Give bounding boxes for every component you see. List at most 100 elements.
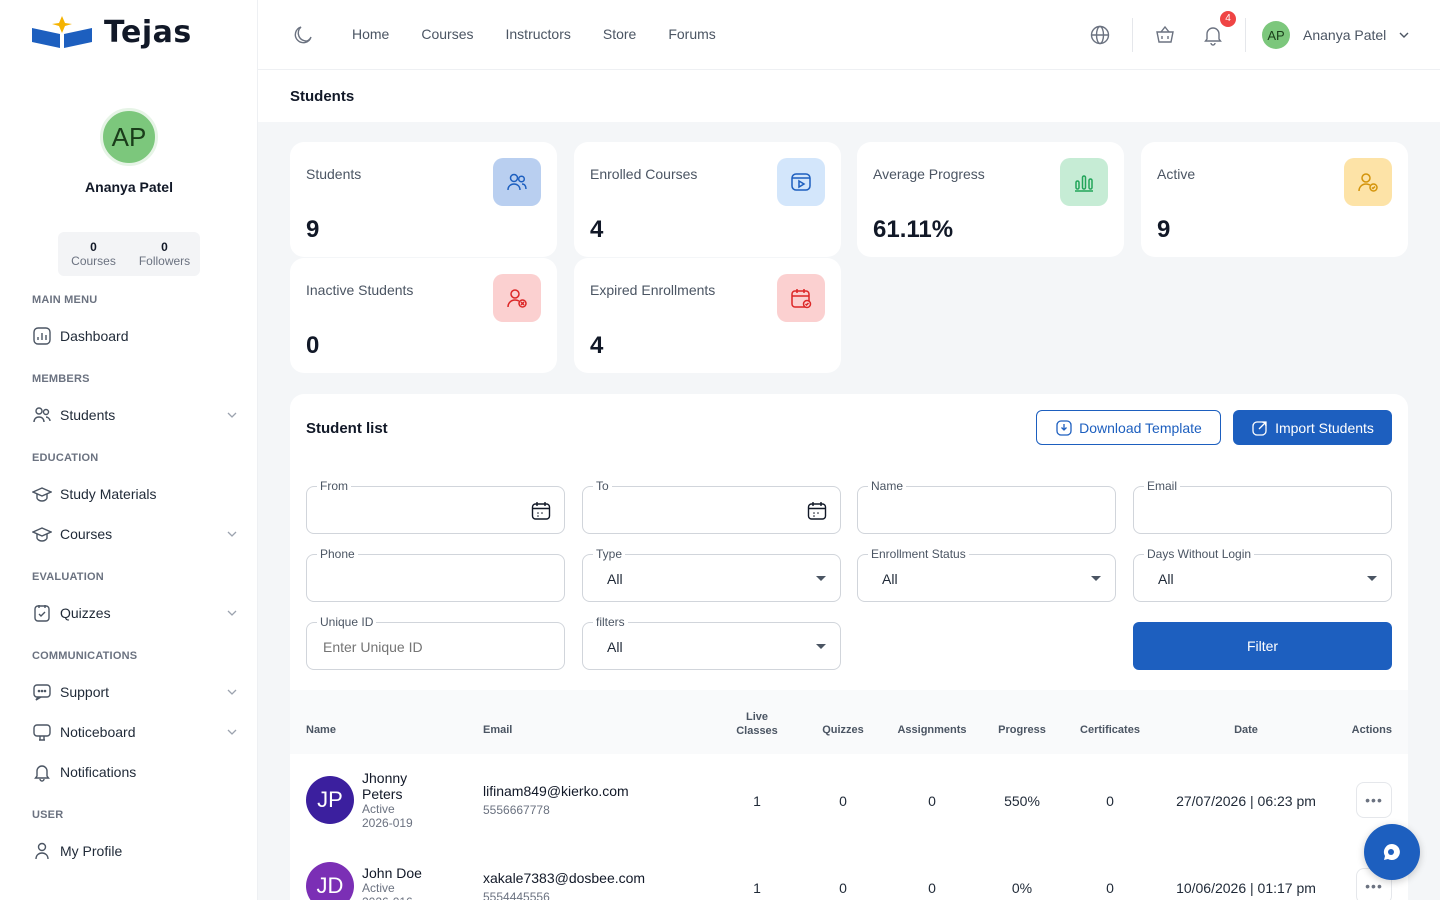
unique-id-input[interactable] xyxy=(323,639,543,655)
dashboard-icon xyxy=(32,326,52,346)
phone-label: Phone xyxy=(317,547,358,561)
chat-support-button[interactable] xyxy=(1364,824,1420,880)
sidebar-item-quizzes[interactable]: Quizzes xyxy=(32,601,238,625)
chevron-down-icon[interactable] xyxy=(1397,28,1411,42)
sidebar-item-label: Support xyxy=(60,684,110,700)
progress-cell: 550% xyxy=(1004,793,1040,809)
sidebar-item-notifications[interactable]: Notifications xyxy=(32,760,238,784)
chevron-down-icon xyxy=(227,412,237,418)
import-students-label: Import Students xyxy=(1275,419,1374,436)
nav-courses[interactable]: Courses xyxy=(421,26,474,42)
card-label: Students xyxy=(306,166,362,182)
nav-home[interactable]: Home xyxy=(352,26,390,42)
enrollment-status-select[interactable]: Enrollment Status All xyxy=(857,547,1116,602)
student-list-title: Student list xyxy=(306,420,388,437)
brand-name: Tejas xyxy=(104,14,192,50)
user-name[interactable]: Ananya Patel xyxy=(1303,27,1387,43)
nav-store[interactable]: Store xyxy=(602,26,637,42)
bar-chart-icon xyxy=(1060,158,1108,206)
user-x-icon xyxy=(493,274,541,322)
col-progress: Progress xyxy=(998,724,1046,736)
student-avatar[interactable]: JP xyxy=(306,776,354,824)
user-avatar[interactable]: AP xyxy=(1262,21,1290,49)
date-cell: 10/06/2026 | 01:17 pm xyxy=(1176,880,1316,896)
unique-id-field[interactable]: Unique ID xyxy=(306,615,565,670)
dropdown-caret-icon xyxy=(1367,576,1377,581)
table-row[interactable]: JP Jhonny Peters Active 2026-019 lifinam… xyxy=(290,764,1408,840)
sidebar-item-my-profile[interactable]: My Profile xyxy=(32,839,238,863)
student-name[interactable]: John Doe xyxy=(362,865,422,881)
col-live-classes: Live Classes xyxy=(736,711,778,737)
email-field[interactable]: Email xyxy=(1133,479,1392,534)
sidebar-item-support[interactable]: Support xyxy=(32,680,238,704)
row-actions-button[interactable]: ••• xyxy=(1356,782,1392,818)
quizzes-cell: 0 xyxy=(839,793,847,809)
type-select[interactable]: Type All xyxy=(582,547,841,602)
student-email: xakale7383@dosbee.com xyxy=(483,870,646,886)
filters-select[interactable]: filters All xyxy=(582,615,841,670)
student-avatar[interactable]: JD xyxy=(306,862,354,900)
nav-forums[interactable]: Forums xyxy=(668,26,716,42)
sidebar-item-noticeboard[interactable]: Noticeboard xyxy=(32,720,238,744)
card-average-progress: Average Progress 61.11% xyxy=(857,142,1124,257)
from-label: From xyxy=(317,479,351,493)
cart-icon[interactable] xyxy=(1154,24,1176,46)
days-without-login-select[interactable]: Days Without Login All xyxy=(1133,547,1392,602)
import-icon xyxy=(1252,420,1267,436)
brand-logo[interactable]: Tejas xyxy=(30,14,192,50)
sidebar-item-label: Noticeboard xyxy=(60,724,136,740)
sidebar-item-label: Dashboard xyxy=(60,328,129,344)
stat-followers-label: Followers xyxy=(138,254,191,268)
col-actions: Actions xyxy=(1351,724,1392,736)
moon-icon[interactable] xyxy=(292,24,314,46)
profile-avatar[interactable]: AP xyxy=(100,108,158,166)
calendar-icon[interactable] xyxy=(530,500,552,522)
date-cell: 27/07/2026 | 06:23 pm xyxy=(1176,793,1316,809)
calendar-icon[interactable] xyxy=(806,500,828,522)
card-label: Expired Enrollments xyxy=(590,282,716,298)
card-value: 9 xyxy=(306,216,320,243)
chevron-down-icon xyxy=(227,531,237,537)
users-icon xyxy=(493,158,541,206)
filters-value: All xyxy=(607,639,623,655)
sidebar-item-courses[interactable]: Courses xyxy=(32,522,238,546)
dropdown-caret-icon xyxy=(816,644,826,649)
nav-instructors[interactable]: Instructors xyxy=(505,26,571,42)
section-user: USER xyxy=(32,809,64,821)
col-certificates: Certificates xyxy=(1080,724,1140,736)
to-date-field[interactable]: To xyxy=(582,479,841,534)
student-name[interactable]: Jhonny Peters xyxy=(362,770,408,802)
student-status: Active xyxy=(362,881,395,895)
certificates-cell: 0 xyxy=(1106,880,1114,896)
sidebar-item-study-materials[interactable]: Study Materials xyxy=(32,482,238,506)
globe-icon[interactable] xyxy=(1089,24,1111,46)
card-label: Enrolled Courses xyxy=(590,166,698,182)
sidebar-item-dashboard[interactable]: Dashboard xyxy=(32,324,238,348)
video-icon xyxy=(777,158,825,206)
from-date-field[interactable]: From xyxy=(306,479,565,534)
book-logo-icon xyxy=(32,16,92,48)
email-label: Email xyxy=(1144,479,1181,493)
card-label: Average Progress xyxy=(873,166,985,182)
stat-courses-label: Courses xyxy=(71,254,116,268)
card-label: Active xyxy=(1157,166,1196,182)
notification-bell-icon[interactable] xyxy=(1202,24,1224,46)
download-template-button[interactable]: Download Template xyxy=(1036,410,1221,445)
sidebar-item-students[interactable]: Students xyxy=(32,403,238,427)
card-enrolled-courses: Enrolled Courses 4 xyxy=(574,142,841,257)
table-header: Name Email Live Classes Quizzes Assignme… xyxy=(290,690,1408,754)
filter-button[interactable]: Filter xyxy=(1133,622,1392,670)
stat-courses-value: 0 xyxy=(90,240,97,254)
name-field[interactable]: Name xyxy=(857,479,1116,534)
import-students-button[interactable]: Import Students xyxy=(1233,410,1392,445)
phone-field[interactable]: Phone xyxy=(306,547,565,602)
table-row[interactable]: JD John Doe Active 2026-016 xakale7383@d… xyxy=(290,850,1408,900)
quiz-icon xyxy=(32,603,52,623)
card-value: 9 xyxy=(1157,216,1171,243)
sidebar-item-label: Quizzes xyxy=(60,605,111,621)
student-uid: 2026-019 xyxy=(362,816,413,830)
sidebar-item-label: Study Materials xyxy=(60,486,157,502)
user-icon xyxy=(32,841,52,861)
calendar-icon xyxy=(777,274,825,322)
assignments-cell: 0 xyxy=(928,793,936,809)
